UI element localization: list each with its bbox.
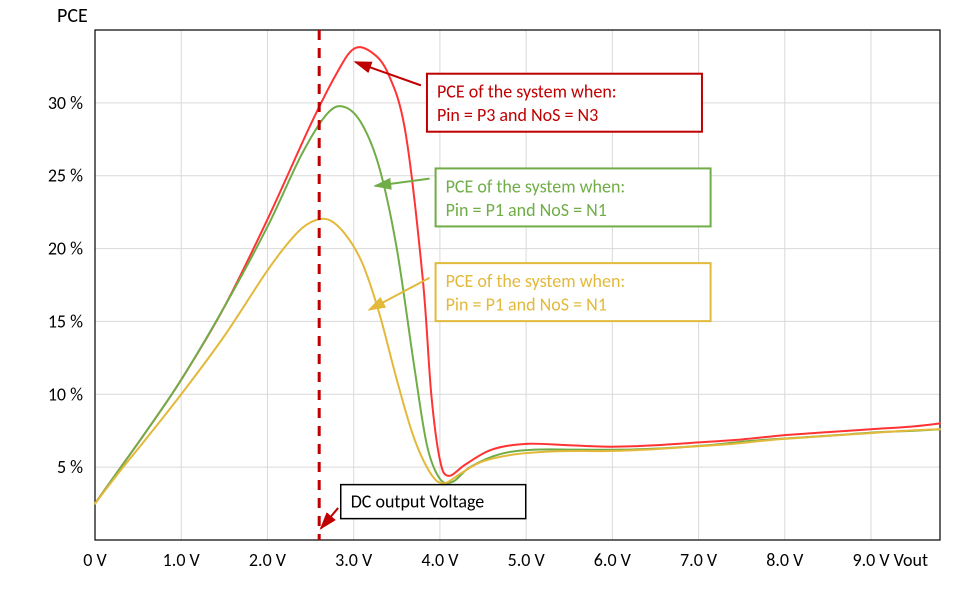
svg-text:PCE of the system when:: PCE of the system when: <box>437 81 617 103</box>
x-axis-title: Vout <box>894 549 928 571</box>
xtick-label: 2.0 V <box>249 549 287 571</box>
svg-text:DC output Voltage: DC output Voltage <box>351 491 485 513</box>
xtick-label: 6.0 V <box>594 549 632 571</box>
svg-text:Pin = P1 and NoS = N1: Pin = P1 and NoS = N1 <box>446 294 607 316</box>
xtick-label: 3.0 V <box>335 549 373 571</box>
ytick-label: 10 % <box>48 383 83 405</box>
xtick-label: 0 V <box>83 549 107 571</box>
xtick-label: 9.0 V <box>852 549 890 571</box>
xtick-label: 1.0 V <box>163 549 201 571</box>
y-axis-title: PCE <box>57 4 88 28</box>
ytick-label: 25 % <box>48 165 83 187</box>
xtick-label: 7.0 V <box>680 549 718 571</box>
ytick-label: 30 % <box>48 92 83 114</box>
svg-text:PCE of the system when:: PCE of the system when: <box>446 270 626 292</box>
ytick-label: 20 % <box>48 238 83 260</box>
svg-text:Pin = P1 and NoS = N1: Pin = P1 and NoS = N1 <box>446 199 607 221</box>
xtick-label: 8.0 V <box>766 549 804 571</box>
ytick-label: 5 % <box>57 456 83 478</box>
pce-chart: PCE of the system when:Pin = P3 and NoS … <box>0 0 971 611</box>
svg-text:Pin = P3 and NoS = N3: Pin = P3 and NoS = N3 <box>437 104 598 126</box>
svg-text:PCE of the system when:: PCE of the system when: <box>446 175 626 197</box>
xtick-label: 4.0 V <box>421 549 459 571</box>
xtick-label: 5.0 V <box>508 549 546 571</box>
ytick-label: 15 % <box>48 310 83 332</box>
